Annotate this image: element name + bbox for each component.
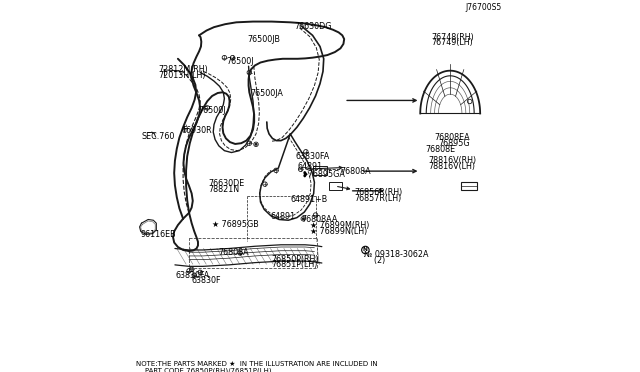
Text: 76748(RH): 76748(RH) [431,33,474,42]
Bar [329,182,342,190]
Text: 72013H(LH): 72013H(LH) [158,71,205,80]
Text: (2): (2) [364,256,385,264]
Text: 76500J: 76500J [198,106,225,115]
Text: 78816V(LH): 78816V(LH) [429,162,476,171]
Text: NOTE:THE PARTS MARKED ★  IN THE ILLUSTRATION ARE INCLUDED IN
    PART CODE 76850: NOTE:THE PARTS MARKED ★ IN THE ILLUSTRAT… [136,361,378,372]
Text: 64891+B: 64891+B [291,195,328,204]
Text: J76700S5: J76700S5 [465,3,502,12]
Text: 76851P(LH): 76851P(LH) [271,260,317,269]
Text: 66930R: 66930R [182,126,212,135]
Text: 76500JB: 76500JB [248,35,280,44]
Text: 63830F: 63830F [191,276,221,285]
Text: 64891: 64891 [298,162,323,171]
Text: ★ 76899M(RH): ★ 76899M(RH) [310,221,369,230]
Text: 76500J: 76500J [227,57,253,65]
Text: № 09318-3062A: № 09318-3062A [364,250,428,259]
Text: SEC.760: SEC.760 [141,132,175,141]
Bar [314,166,326,175]
Text: 76630DE: 76630DE [209,179,244,187]
Text: 76856R(RH): 76856R(RH) [354,188,403,197]
Circle shape [303,218,304,219]
Text: 72812M(RH): 72812M(RH) [158,65,208,74]
Text: 76808AA: 76808AA [301,215,338,224]
Text: 76895G: 76895G [438,139,470,148]
Text: 76808A: 76808A [219,248,250,257]
Text: 76749(LH): 76749(LH) [431,38,474,47]
Text: N: N [363,247,368,253]
Text: 76857R(LH): 76857R(LH) [354,194,401,203]
Text: 64891: 64891 [271,212,296,221]
Text: 76808EA: 76808EA [435,133,470,142]
Text: 76630DG: 76630DG [294,22,332,31]
Text: 63830FA: 63830FA [296,152,330,161]
Circle shape [255,144,257,145]
Text: 63830FA: 63830FA [175,271,210,280]
Text: 76808A: 76808A [340,167,371,176]
Text: ❥76895GA: ❥76895GA [302,169,346,178]
Text: 76850P(RH): 76850P(RH) [271,255,318,264]
Text: 76500JA: 76500JA [250,89,283,98]
Text: ★ 76895GB: ★ 76895GB [212,219,259,228]
Text: ★ 76899N(LH): ★ 76899N(LH) [310,227,367,236]
Text: 78816V(RH): 78816V(RH) [429,156,477,165]
Text: 76808E: 76808E [425,145,455,154]
Text: 96116EB: 96116EB [141,230,177,239]
Text: 78821N: 78821N [209,185,239,193]
Bar [461,182,477,190]
